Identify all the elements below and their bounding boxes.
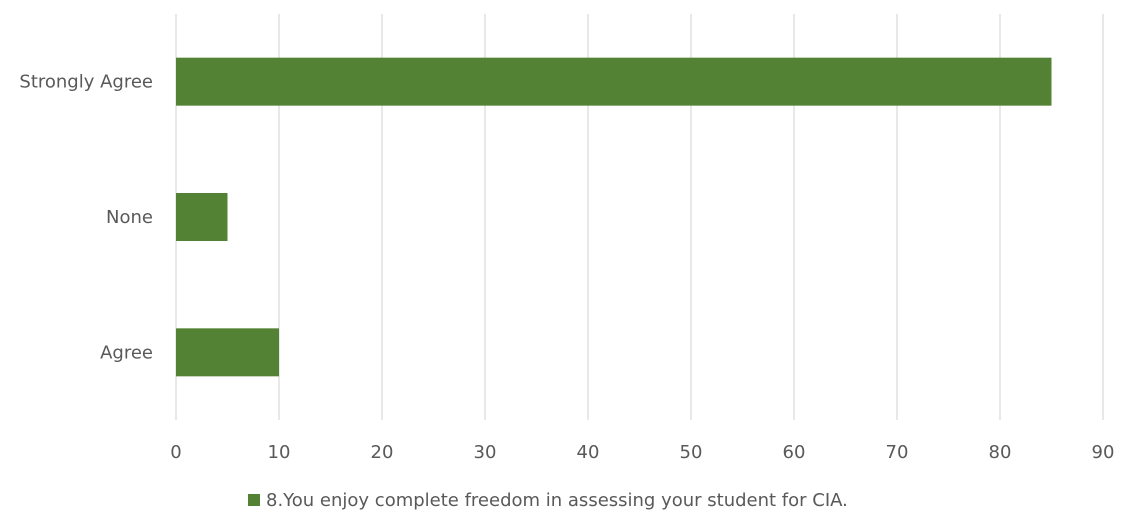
legend: 8.You enjoy complete freedom in assessin… (248, 490, 848, 511)
legend-swatch (248, 494, 260, 506)
x-tick-label-40: 40 (577, 442, 600, 463)
category-label-strongly-agree: Strongly Agree (19, 72, 153, 93)
bar-strongly-agree (176, 57, 1052, 106)
x-tick-label-90: 90 (1092, 442, 1115, 463)
category-label-agree: Agree (100, 342, 153, 363)
x-tick-label-10: 10 (268, 442, 291, 463)
x-tick-label-0: 0 (170, 442, 181, 463)
x-tick-label-60: 60 (783, 442, 806, 463)
x-tick-label-70: 70 (886, 442, 909, 463)
x-tick-label-80: 80 (989, 442, 1012, 463)
bar-none (176, 193, 228, 241)
legend-label: 8.You enjoy complete freedom in assessin… (266, 490, 848, 511)
bar-agree (176, 328, 279, 377)
x-tick-label-20: 20 (371, 442, 394, 463)
x-tick-label-50: 50 (680, 442, 703, 463)
category-label-none: None (106, 207, 153, 228)
category-labels: Strongly Agree None Agree (19, 72, 153, 364)
x-tick-label-30: 30 (474, 442, 497, 463)
bars (176, 57, 1052, 377)
x-axis-tick-labels: 0 10 20 30 40 50 60 70 80 90 (170, 442, 1114, 463)
